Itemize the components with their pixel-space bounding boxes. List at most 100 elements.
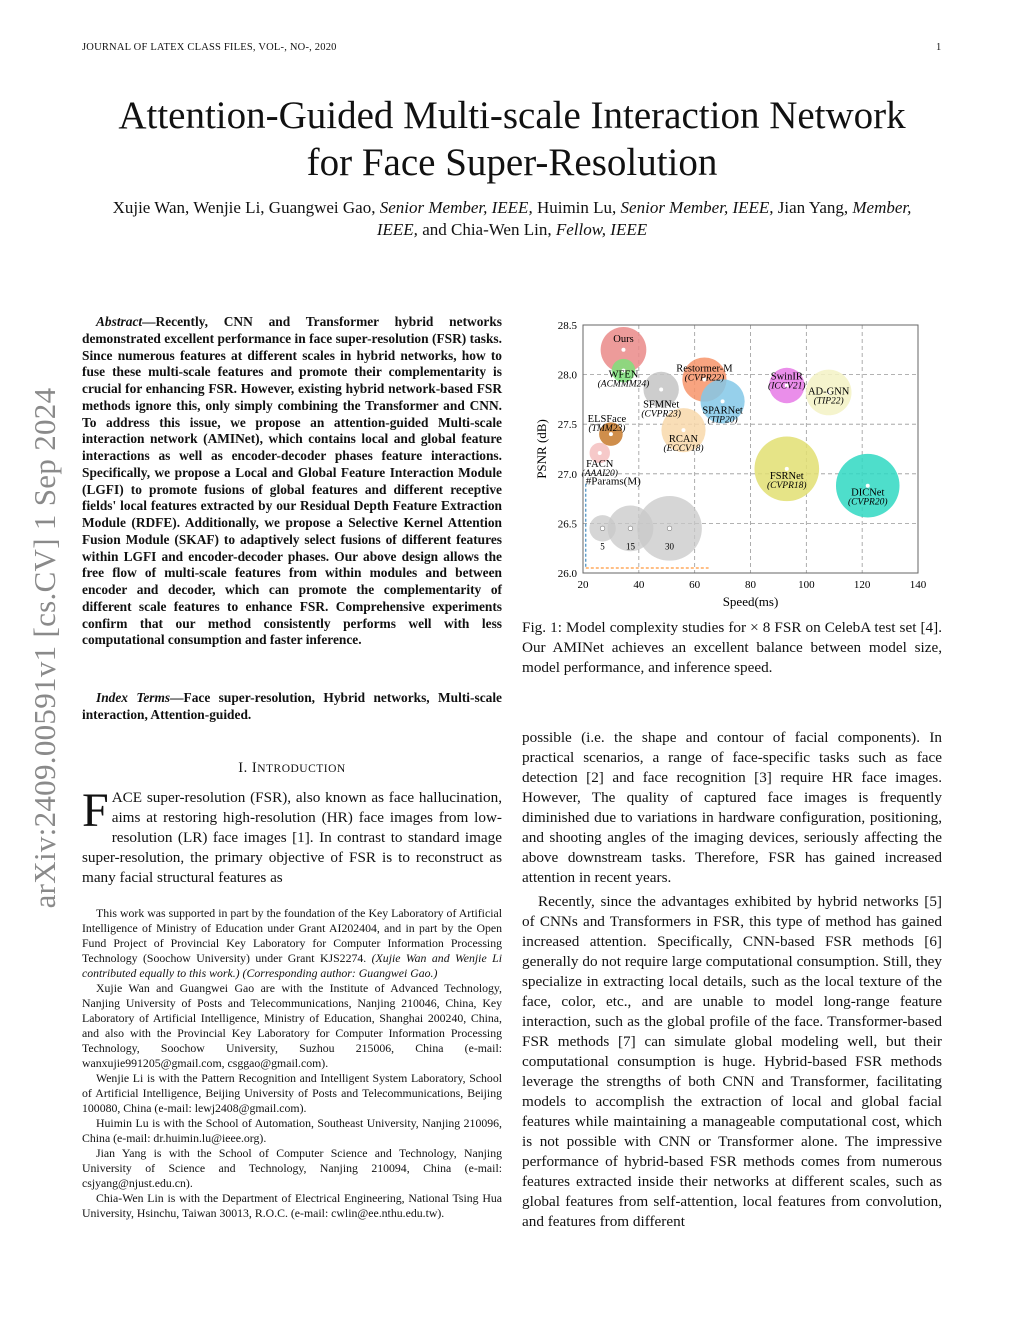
intro-paragraph: F ACE super-resolution (FSR), also known … [82,784,502,888]
y-axis-label: PSNR (dB) [534,419,549,479]
drop-cap: F [82,784,109,837]
bubble-center-dot [681,428,686,433]
bubble-venue: (AAAI20) [582,468,618,479]
y-tick-label: 27.0 [558,469,578,481]
title-line-1: Attention-Guided Multi-scale Interaction… [118,94,906,137]
size-legend-dot [666,525,673,531]
footnote-text: This work was supported in part by the f… [82,906,502,965]
footnote-text: Jian Yang is with the School of Computer… [82,1146,502,1190]
page-number: 1 [936,42,942,53]
bubble-center-dot [659,387,664,392]
abstract-text: —Recently, CNN and Transformer hybrid ne… [82,314,502,648]
bubble-label: Ours [613,334,633,345]
bubble-center-dot [608,432,613,437]
bubble-center-dot [865,483,870,488]
bubble-venue: (TIP20) [708,414,738,425]
footnote-text: Huimin Lu is with the School of Automati… [82,1116,502,1145]
bubble-venue: (ICCV21) [768,381,805,392]
bubble-label: SFMNet [643,399,679,410]
authors-3: Jian Yang, [777,198,849,217]
index-terms-label: Index Terms [96,690,171,705]
x-tick-label: 40 [633,579,645,591]
x-tick-label: 120 [854,579,871,591]
plot-frame [582,324,919,574]
bubble-label: DICNet [851,488,884,499]
footnote: Huimin Lu is with the School of Automati… [82,1116,502,1146]
bubble-center-dot [702,377,707,382]
paragraph: Recently, since the advantages exhibited… [522,893,942,1230]
authors-4: and Chia-Wen Lin, [422,220,552,239]
paper-title: Attention-Guided Multi-scale Interaction… [60,92,964,186]
size-legend-label: 30 [665,541,675,551]
x-axis-label: Speed(ms) [723,594,779,609]
running-header: JOURNAL OF LATEX CLASS FILES, VOL-, NO-,… [82,42,337,53]
bubble-label: FSRNet [770,471,804,482]
footnote-text: Chia-Wen Lin is with the Department of E… [82,1191,502,1220]
authors-1: Xujie Wan, Wenjie Li, Guangwei Gao, [112,198,376,217]
bubble-label: Restormer-M [676,364,733,375]
bubble-venue: (CVPR22) [685,373,725,384]
footnote: This work was supported in part by the f… [82,906,502,981]
author-list: Xujie Wan, Wenjie Li, Guangwei Gao, Seni… [110,197,914,241]
intro-text: ACE super-resolution (FSR), also known a… [82,789,502,886]
x-tick-label: 140 [910,579,927,591]
footnote-text: Xujie Wan and Guangwei Gao are with the … [82,981,502,1070]
bubble-center-dot [784,466,789,471]
role-4: Fellow, IEEE [555,220,648,239]
bubble-label: RCAN [669,434,699,445]
y-tick-label: 28.0 [558,370,578,382]
complexity-bubble-chart: 20 40 60 80 100 120 140 26.0 26.5 27.0 27.5 28.0 28.… [534,320,927,609]
section-title-rest: NTRODUCTION [257,763,346,775]
bubble-center-dot [621,347,626,352]
authors-2: Huimin Lu, [536,198,617,217]
y-tick-label: 26.5 [558,518,578,530]
bubble-venue: (ECCV18) [663,443,703,454]
section-heading: I. INTRODUCTION [82,760,502,777]
size-legend-label: 5 [600,541,605,551]
size-legend-dot [627,525,634,531]
footnote-italic: (Xujie Wan and Wenjie Li contributed equ… [82,951,502,980]
footnote: Wenjie Li is with the Pattern Recognitio… [82,1071,502,1116]
bubble-center-dot [720,399,725,404]
arxiv-stamp[interactable]: arXiv:2409.00591v1 [cs.CV] 1 Sep 2024 [27,387,62,909]
bubble-label: SPARNet [702,405,743,416]
abstract-label: Abstract [96,314,143,329]
section-number: I. [238,760,248,776]
bubble-venue: (CVPR20) [848,497,888,508]
size-legend-label: 15 [626,541,636,551]
paragraph: possible (i.e. the shape and contour of … [522,729,942,886]
y-tick-label: 28.5 [558,320,578,332]
abstract: Abstract—Recently, CNN and Transformer h… [82,314,502,649]
bubble-label: FACN [586,459,614,470]
x-tick-label: 100 [798,579,815,591]
bubble-center-dot [597,450,602,455]
size-legend-dot [599,525,606,531]
size-legend-title: #Params(M) [586,476,641,488]
bubble-venue: (TIP22) [814,395,844,406]
footnote: Chia-Wen Lin is with the Department of E… [82,1191,502,1221]
bubble-label: WFEN [609,370,639,381]
bubble-label: ELSFace [588,414,627,425]
role-3: Member, IEEE, [376,198,912,239]
footnotes: This work was supported in part by the f… [82,906,502,1221]
y-tick-label: 27.5 [558,419,578,431]
bubble-center-dot [784,383,789,388]
bubble-venue: (CVPR18) [767,480,807,491]
title-line-2: for Face Super-Resolution [306,141,718,184]
section-title-initial: I [251,760,258,776]
x-tick-label: 80 [745,579,757,591]
x-tick-label: 20 [578,579,590,591]
footnote-text: Wenjie Li is with the Pattern Recognitio… [82,1071,502,1115]
bubble-label: AD-GNN [808,386,850,397]
bubble-venue: (ACMMM24) [598,379,650,390]
bubble-venue: (CVPR23) [641,408,681,419]
bubble-center-dot [826,390,831,395]
bubble-label: SwinIR [771,372,803,383]
x-tick-label: 60 [689,579,701,591]
index-terms: Index Terms—Face super-resolution, Hybri… [82,690,502,724]
footnote: Jian Yang is with the School of Computer… [82,1146,502,1191]
index-terms-text: —Face super-resolution, Hybrid networks,… [82,690,502,722]
bubble-center-dot [621,368,626,373]
figure-caption: Fig. 1: Model complexity studies for × 8… [522,619,942,676]
